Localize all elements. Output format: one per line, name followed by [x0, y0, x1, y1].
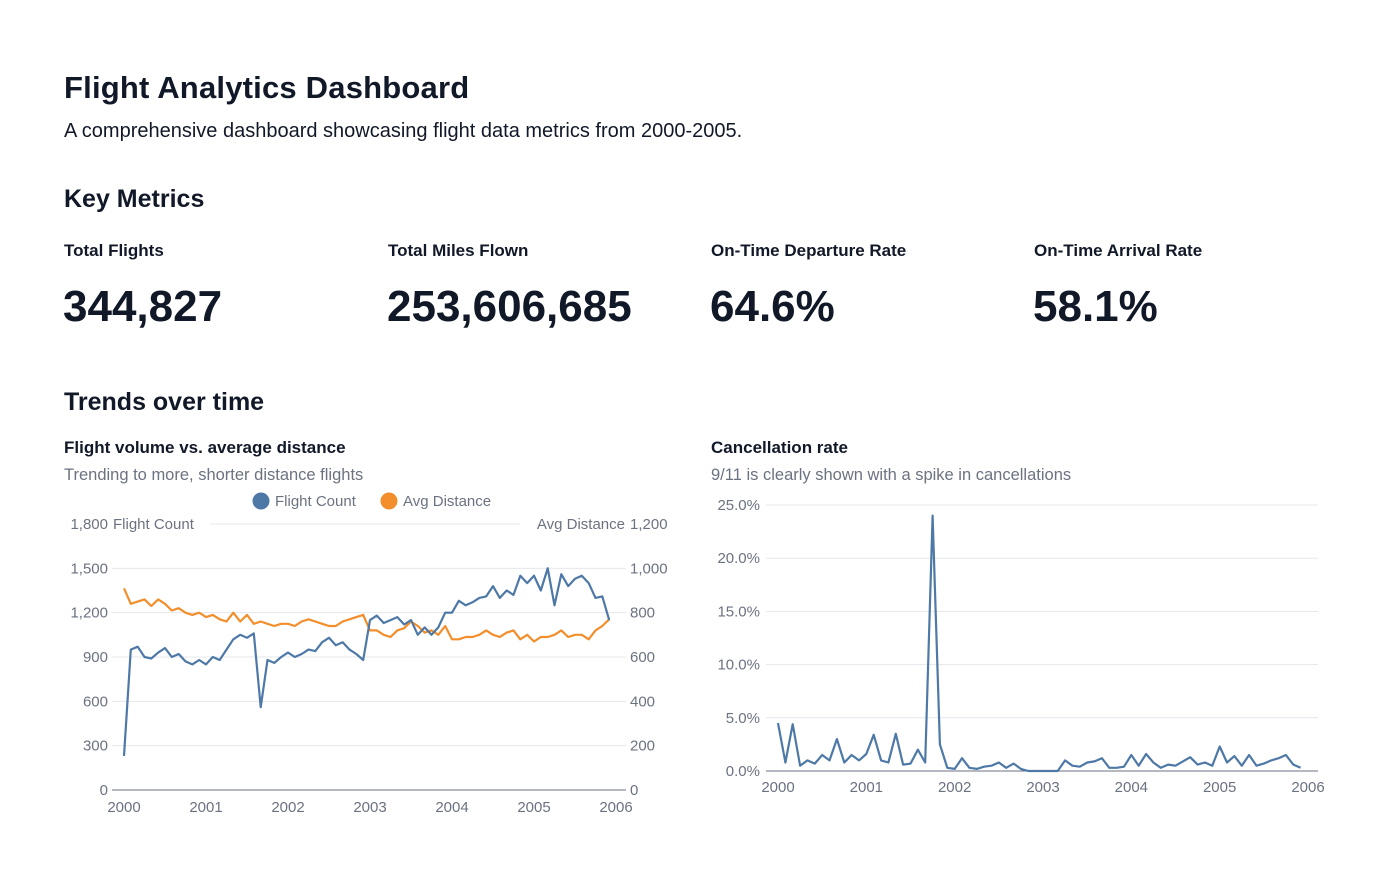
- y-tick-label: 25.0%: [717, 497, 760, 514]
- metric-label-total-miles: Total Miles Flown: [388, 241, 529, 260]
- legend-label: Flight Count: [275, 493, 357, 510]
- y-tick-label: 10.0%: [717, 657, 760, 674]
- chart1-subtitle: Trending to more, shorter distance fligh…: [64, 466, 364, 484]
- legend-marker: [380, 492, 398, 510]
- page-subtitle: A comprehensive dashboard showcasing fli…: [64, 120, 743, 142]
- chart2-title: Cancellation rate: [711, 438, 848, 457]
- page-title: Flight Analytics Dashboard: [64, 70, 470, 105]
- y-right-tick-label: 600: [630, 649, 655, 666]
- y-right-tick-label: 0: [630, 782, 638, 799]
- trends-heading: Trends over time: [64, 388, 265, 416]
- y-tick-label: 20.0%: [717, 550, 760, 567]
- y-right-tick-label: 1,200: [630, 516, 668, 533]
- y-right-tick-label: 200: [630, 738, 655, 755]
- y-tick-label: 5.0%: [726, 710, 760, 727]
- series-line-flight-count: [122, 567, 611, 757]
- metric-value-ontime-arrival: 58.1%: [1033, 282, 1158, 331]
- y-tick-label: 15.0%: [717, 603, 760, 620]
- series-line-cancellation-rate: [776, 514, 1302, 773]
- x-tick-label: 2004: [1115, 779, 1148, 796]
- y-left-tick-label: 1,200: [70, 605, 108, 622]
- y-left-tick-label: 300: [83, 738, 108, 755]
- x-tick-label: 2002: [938, 779, 971, 796]
- legend-marker: [252, 492, 270, 510]
- x-tick-label: 2003: [353, 799, 386, 816]
- key-metrics-heading: Key Metrics: [64, 185, 205, 213]
- y-right-axis-label: Avg Distance: [537, 516, 625, 533]
- metric-value-total-flights: 344,827: [63, 282, 223, 331]
- x-tick-label: 2002: [271, 799, 304, 816]
- y-left-tick-label: 900: [83, 649, 108, 666]
- legend-label: Avg Distance: [403, 493, 491, 510]
- metric-label-ontime-arrival: On-Time Arrival Rate: [1034, 241, 1203, 260]
- cancellation-chart: 0.0% 5.0% 10.0% 15.0% 20.0% 25.0% 2000 2001 2002…: [717, 497, 1324, 796]
- x-tick-label: 2006: [1291, 779, 1324, 796]
- x-tick-label: 2005: [1203, 779, 1236, 796]
- y-right-tick-label: 1,000: [630, 560, 668, 577]
- chart1-title: Flight volume vs. average distance: [64, 438, 346, 457]
- x-tick-label: 2003: [1026, 779, 1059, 796]
- y-left-tick-label: 600: [83, 693, 108, 710]
- x-tick-label: 2006: [599, 799, 632, 816]
- y-left-axis-label: Flight Count: [113, 516, 195, 533]
- metric-value-ontime-departure: 64.6%: [710, 282, 835, 331]
- x-tick-label: 2001: [189, 799, 222, 816]
- x-tick-label: 2001: [850, 779, 883, 796]
- flight-volume-chart: 0 0 300 200 600 400 900 600 1,200 800 1,500 1,000 1,…: [70, 492, 668, 816]
- metric-label-ontime-departure: On-Time Departure Rate: [711, 241, 907, 260]
- series-line-avg-distance: [122, 587, 610, 643]
- y-left-tick-label: 0: [100, 782, 108, 799]
- y-left-tick-label: 1,500: [70, 560, 108, 577]
- x-tick-label: 2000: [107, 799, 140, 816]
- y-right-tick-label: 800: [630, 605, 655, 622]
- y-left-tick-label: 1,800: [70, 516, 108, 533]
- y-tick-label: 0.0%: [726, 763, 760, 780]
- y-right-tick-label: 400: [630, 693, 655, 710]
- metric-value-total-miles: 253,606,685: [387, 282, 632, 331]
- x-tick-label: 2005: [517, 799, 550, 816]
- x-tick-label: 2000: [761, 779, 794, 796]
- metric-label-total-flights: Total Flights: [64, 241, 164, 260]
- x-tick-label: 2004: [435, 799, 468, 816]
- chart2-subtitle: 9/11 is clearly shown with a spike in ca…: [711, 466, 1072, 484]
